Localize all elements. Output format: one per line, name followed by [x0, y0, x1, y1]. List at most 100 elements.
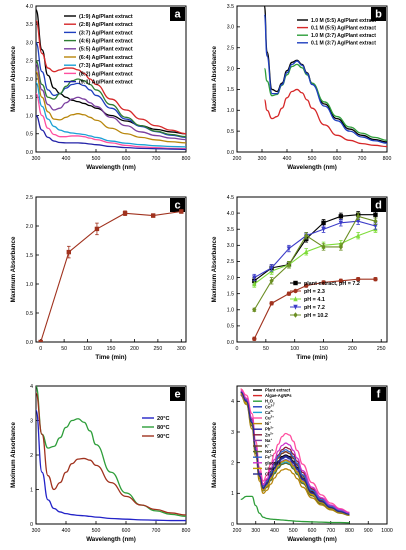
legend-item: (6:4) Ag/Plant extract	[64, 55, 133, 61]
x-tick-label: 150	[319, 346, 328, 352]
series-line	[36, 409, 186, 522]
x-axis-label: Time (min)	[296, 354, 327, 361]
y-tick-label: 1.0	[227, 108, 234, 114]
plot-frame	[35, 385, 187, 525]
series-line	[253, 214, 376, 282]
series-line	[263, 13, 387, 144]
y-axis-label: Maximum Absorbance	[10, 422, 17, 488]
legend: 20°C 80°C 90°C	[142, 416, 170, 440]
x-tick-label: 100	[290, 346, 299, 352]
legend-item: 0.1 M (5:5) Ag/Plant extract	[297, 25, 376, 31]
x-tick-label: 500	[289, 528, 298, 534]
series-line	[263, 63, 387, 141]
legend-label: H2O2	[265, 399, 275, 406]
x-axis-label: Wavelength (nm)	[287, 164, 337, 171]
legend-item: (3:7) Ag/Plant extract	[64, 30, 133, 36]
data-point	[94, 226, 100, 232]
x-tick-label: 200	[348, 346, 357, 352]
x-tick-label: 800	[383, 156, 392, 162]
data-point	[355, 213, 361, 220]
x-tick-label: 700	[326, 528, 335, 534]
data-point	[304, 249, 309, 254]
x-tick-label: 0	[39, 346, 42, 352]
series-line	[36, 82, 186, 148]
legend-item: Ca2+	[253, 409, 274, 415]
y-tick-label: 1.0	[26, 282, 33, 288]
y-tick-label: 2.0	[227, 275, 234, 281]
x-tick-label: 600	[122, 156, 131, 162]
legend-label: pH = 7.2	[304, 305, 325, 311]
y-axis-label: Maximum Absorbance	[211, 46, 218, 112]
panel-label: c	[174, 200, 180, 212]
plot-frame	[236, 5, 388, 153]
data-point	[355, 232, 361, 238]
y-tick-label: 3.0	[227, 243, 234, 249]
y-tick-label: 3.5	[26, 22, 33, 28]
legend-label: 0.1 M (5:5) Ag/Plant extract	[311, 25, 376, 31]
legend-label: (1:9) Ag/Plant extract	[79, 14, 133, 20]
legend-label: Na+	[265, 437, 272, 443]
legend-label: Plant extract	[265, 388, 291, 393]
data-point	[355, 218, 361, 224]
panel-label: e	[174, 389, 180, 401]
x-tick-label: 200	[130, 346, 139, 352]
y-tick-label: 4	[30, 384, 33, 390]
data-point	[321, 227, 326, 232]
y-tick-label: 0.5	[26, 311, 33, 317]
series-line	[36, 60, 186, 138]
x-tick-label: 300	[258, 156, 267, 162]
data-point	[286, 261, 292, 268]
legend-marker	[293, 312, 298, 318]
chart-panel-d: 0 50 100 150 200 250 0.0 0.5 1.0 1.5 2.0 2.5 3.0 3.5 4…	[211, 195, 388, 361]
y-tick-label: 0	[30, 522, 33, 528]
legend: plant extract, pH = 7.2 pH = 2.3 pH = 4.1 p…	[290, 280, 360, 319]
y-tick-label: 1.5	[227, 291, 234, 297]
series-line	[36, 114, 186, 151]
y-axis-label: Maximum Absorbance	[211, 422, 218, 488]
legend-label: (7:3) Ag/Plant extract	[79, 63, 133, 69]
series-line	[263, 6, 387, 143]
x-tick-label: 250	[154, 346, 163, 352]
legend-label: Algae-AgNPs	[265, 393, 292, 398]
legend: (1:9) Ag/Plant extract (2:8) Ag/Plant ext…	[64, 14, 133, 86]
chart-panel-f: 200 300 400 500 600 700 800 900 1000 0 1 2 3 4 Wavelen…	[211, 385, 393, 543]
legend-label: Co2+	[265, 403, 274, 409]
legend-label: 1.0 M (5:5) Ag/Plant extract	[311, 18, 376, 24]
legend-item: Plant extract	[253, 388, 291, 393]
legend-item: pH = 2.3	[290, 288, 325, 295]
panel-label: a	[174, 9, 181, 21]
y-tick-label: 4.0	[227, 211, 234, 217]
y-tick-label: 2	[30, 453, 33, 459]
legend-marker	[293, 296, 298, 302]
x-tick-label: 800	[182, 528, 191, 534]
legend-item: 1.0 M (3:7) Ag/Plant extract	[297, 33, 376, 39]
data-point	[304, 283, 309, 288]
legend-label: Fe3+	[265, 454, 274, 460]
series-group	[252, 211, 378, 341]
legend-label: plant extract, pH = 7.2	[304, 281, 360, 287]
x-tick-label: 250	[377, 346, 386, 352]
legend-marker	[293, 304, 298, 310]
legend-label: Cu2+	[265, 415, 274, 421]
legend-label: Pb2+	[265, 426, 274, 432]
x-tick-label: 300	[32, 528, 41, 534]
series-group	[263, 6, 387, 148]
legend-item: 80°C	[142, 425, 170, 431]
data-point	[338, 278, 344, 283]
panel-label-box	[170, 7, 185, 21]
series-line	[253, 228, 376, 285]
legend-label: NO3-	[265, 448, 274, 454]
y-tick-label: 3.0	[227, 25, 234, 31]
y-tick-label: 2.0	[26, 77, 33, 83]
legend-label: 0.1 M (3:7) Ag/Plant extract	[311, 41, 376, 47]
y-tick-label: 0.0	[26, 150, 33, 156]
legend-marker	[293, 288, 298, 294]
data-point	[338, 244, 344, 250]
data-point	[373, 223, 378, 229]
y-tick-label: 1.0	[26, 113, 33, 119]
x-tick-label: 300	[177, 346, 186, 352]
legend-item: NO3-	[253, 448, 274, 454]
plot-frame	[236, 196, 388, 343]
x-tick-label: 700	[152, 156, 161, 162]
x-tick-label: 600	[308, 528, 317, 534]
